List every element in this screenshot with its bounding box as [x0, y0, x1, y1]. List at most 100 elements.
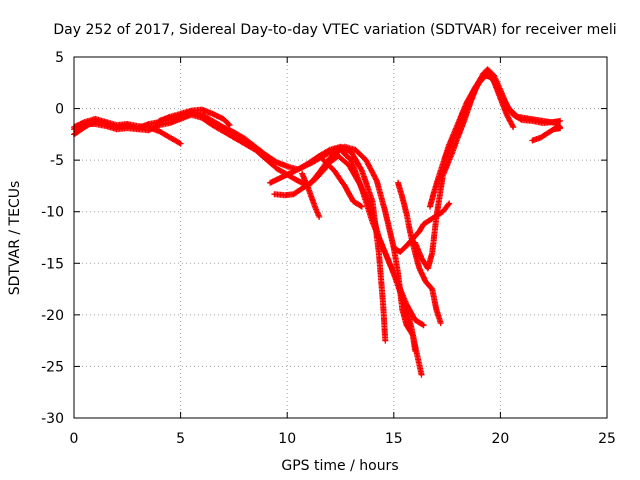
series-arc-9: [391, 201, 452, 255]
data-point: [529, 118, 531, 120]
sdtvar-chart: Day 252 of 2017, Sidereal Day-to-day VTE…: [0, 0, 640, 480]
x-tick-label: 5: [176, 431, 185, 447]
plus-markers: [391, 201, 452, 255]
data-point: [322, 155, 324, 157]
plus-markers: [71, 109, 388, 344]
data-point: [512, 126, 514, 128]
data-point: [442, 211, 444, 213]
data-point: [414, 350, 416, 352]
data-point: [314, 179, 316, 181]
y-tick-label: -5: [50, 153, 64, 169]
data-point: [427, 267, 429, 269]
data-point: [422, 324, 424, 326]
data-point: [243, 142, 245, 144]
data-point: [478, 82, 480, 84]
data-point: [190, 109, 192, 111]
x-tick-label: 20: [491, 431, 509, 447]
y-axis-label: SDTVAR / TECUs: [7, 181, 23, 296]
plot-frame: [74, 57, 607, 418]
data-point: [94, 123, 96, 125]
data-point: [414, 241, 416, 243]
data-point: [422, 223, 424, 225]
data-point: [463, 120, 465, 122]
data-point: [344, 185, 346, 187]
y-tick-label: 5: [55, 50, 64, 66]
data-point: [405, 324, 407, 326]
data-point: [280, 176, 282, 178]
x-tick-label: 15: [385, 431, 403, 447]
data-point: [286, 165, 288, 167]
data-point: [105, 121, 107, 123]
data-point: [292, 193, 294, 195]
data-point: [201, 108, 203, 110]
x-tick-label: 25: [598, 431, 616, 447]
data-point: [348, 164, 350, 166]
data-point: [344, 146, 346, 148]
data-point: [105, 125, 107, 127]
series-arc-1: [71, 109, 388, 344]
chart-title: Day 252 of 2017, Sidereal Day-to-day VTE…: [53, 22, 616, 38]
plus-markers: [71, 112, 425, 378]
axis-ticks: 0 5 10 15 20 25 5 0 -5 -10 -15 -20 -25 -30: [41, 50, 616, 447]
data-point: [169, 116, 171, 118]
series-arc-14: [529, 125, 563, 143]
data-point: [333, 169, 335, 171]
data-point: [275, 167, 277, 169]
y-tick-label: -25: [41, 359, 64, 375]
data-point: [378, 236, 380, 238]
data-point: [169, 122, 171, 124]
data-point: [169, 136, 171, 138]
data-point: [397, 182, 399, 184]
x-axis-label: GPS time / hours: [281, 458, 398, 474]
data-point: [433, 190, 435, 192]
data-point: [369, 205, 371, 207]
data-point: [440, 169, 442, 171]
y-tick-label: 0: [55, 102, 64, 118]
data-point: [269, 182, 271, 184]
data-marks: [71, 66, 563, 377]
data-point: [115, 128, 117, 130]
data-point: [222, 130, 224, 132]
data-point: [516, 116, 518, 118]
data-point: [429, 219, 431, 221]
series-arc-2: [71, 112, 425, 378]
data-point: [322, 169, 324, 171]
data-point: [425, 281, 427, 283]
data-point: [491, 76, 493, 78]
x-tick-label: 0: [70, 431, 79, 447]
plus-markers: [412, 66, 563, 271]
data-point: [546, 132, 548, 134]
series-arc-11: [412, 66, 563, 271]
y-tick-label: -10: [41, 205, 64, 221]
data-point: [158, 124, 160, 126]
data-point: [555, 122, 557, 124]
data-point: [354, 149, 356, 151]
data-point: [410, 234, 412, 236]
data-point: [418, 267, 420, 269]
data-point: [450, 154, 452, 156]
data-point: [337, 155, 339, 157]
data-point: [414, 252, 416, 254]
data-point: [378, 252, 380, 254]
data-point: [361, 205, 363, 207]
data-point: [469, 97, 471, 99]
x-tick-label: 10: [278, 431, 296, 447]
data-point: [233, 131, 235, 133]
data-point: [307, 188, 309, 190]
data-point: [158, 120, 160, 122]
data-point: [508, 107, 510, 109]
data-point: [412, 334, 414, 336]
data-point: [290, 171, 292, 173]
chart-canvas: Day 252 of 2017, Sidereal Day-to-day VTE…: [0, 0, 640, 480]
data-point: [254, 149, 256, 151]
data-point: [401, 196, 403, 198]
data-point: [158, 130, 160, 132]
data-point: [399, 251, 401, 253]
data-point: [420, 373, 422, 375]
data-point: [499, 92, 501, 94]
data-point: [115, 124, 117, 126]
data-point: [314, 205, 316, 207]
data-point: [444, 157, 446, 159]
data-point: [301, 166, 303, 168]
data-point: [284, 194, 286, 196]
